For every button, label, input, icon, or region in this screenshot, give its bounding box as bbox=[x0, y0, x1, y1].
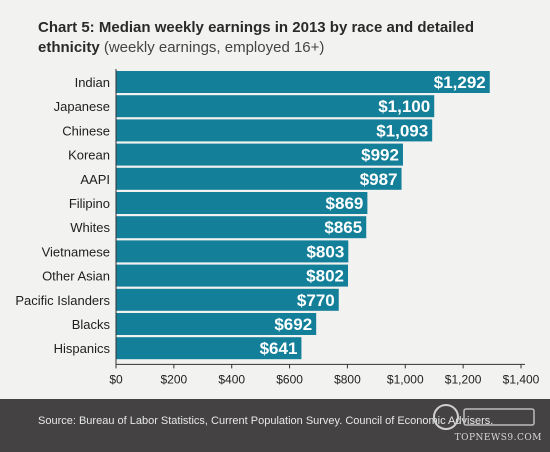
category-label-6: Whites bbox=[70, 220, 110, 235]
bar-8 bbox=[116, 264, 349, 287]
category-label-3: Korean bbox=[68, 148, 110, 163]
value-label-0: $1,292 bbox=[434, 73, 486, 92]
x-tick-label-5: $1,000 bbox=[387, 372, 424, 386]
value-label-6: $865 bbox=[324, 218, 362, 237]
bar-2 bbox=[116, 119, 433, 142]
chart-title-prefix: Chart 5: bbox=[38, 19, 95, 36]
bar-10 bbox=[116, 313, 317, 335]
value-label-1: $1,100 bbox=[378, 97, 430, 116]
category-label-7: Vietnamese bbox=[42, 244, 110, 259]
category-label-11: Hispanics bbox=[54, 341, 111, 356]
value-label-9: $770 bbox=[297, 291, 335, 310]
chart-title: Chart 5: Median weekly earnings in 2013 … bbox=[38, 18, 538, 58]
value-label-10: $692 bbox=[274, 315, 312, 334]
category-label-9: Pacific Islanders bbox=[15, 293, 110, 308]
category-label-8: Other Asian bbox=[42, 269, 110, 284]
watermark-logo: TOPNEWS9.COM bbox=[432, 403, 542, 448]
value-label-8: $802 bbox=[306, 267, 344, 286]
source-footer: Source: Bureau of Labor Statistics, Curr… bbox=[0, 399, 550, 452]
value-label-11: $641 bbox=[260, 339, 298, 358]
category-label-0: Indian bbox=[75, 75, 110, 90]
value-label-3: $992 bbox=[361, 146, 399, 165]
value-label-7: $803 bbox=[306, 242, 344, 261]
bar-11 bbox=[116, 337, 302, 360]
bar-9 bbox=[116, 288, 339, 311]
watermark-text: TOPNEWS9.COM bbox=[454, 433, 542, 443]
category-label-4: AAPI bbox=[80, 172, 110, 187]
x-tick-label-4: $800 bbox=[334, 372, 361, 386]
bar-1 bbox=[116, 95, 435, 118]
bar-4 bbox=[116, 167, 402, 190]
x-tick-label-1: $200 bbox=[161, 372, 188, 386]
x-tick-label-0: $0 bbox=[109, 372, 123, 386]
bar-5 bbox=[116, 192, 368, 214]
category-label-10: Blacks bbox=[72, 317, 111, 332]
category-label-5: Filipino bbox=[69, 196, 110, 211]
x-tick-label-3: $600 bbox=[276, 372, 303, 386]
bar-3 bbox=[116, 143, 403, 166]
bar-6 bbox=[116, 216, 367, 239]
bar-chart: Indian $1,292 Japanese $1,100 Chinese $1,093 K… bbox=[15, 69, 540, 386]
x-tick-label-7: $1,400 bbox=[503, 372, 540, 386]
bar-7 bbox=[116, 240, 349, 263]
value-label-4: $987 bbox=[360, 170, 398, 189]
watermark-badge-icon bbox=[433, 404, 535, 430]
chart-subtitle: (weekly earnings, employed 16+) bbox=[103, 39, 325, 56]
x-tick-label-6: $1,200 bbox=[445, 372, 482, 386]
value-label-5: $869 bbox=[326, 194, 364, 213]
value-label-2: $1,093 bbox=[376, 121, 428, 140]
bar-0 bbox=[116, 71, 490, 93]
category-label-1: Japanese bbox=[54, 99, 110, 114]
source-text: Source: Bureau of Labor Statistics, Curr… bbox=[38, 415, 494, 427]
chart-title-text: Median weekly earnings in 2013 by race a… bbox=[38, 19, 475, 56]
x-tick-label-2: $400 bbox=[218, 372, 245, 386]
category-label-2: Chinese bbox=[62, 123, 110, 138]
